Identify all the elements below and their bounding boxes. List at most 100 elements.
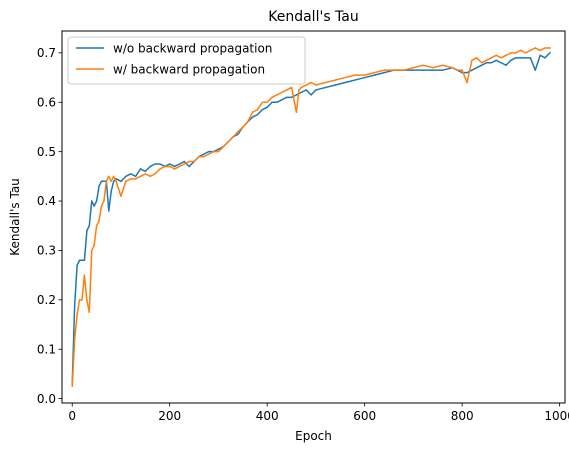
- data-point: [78, 299, 81, 301]
- y-tick-label: 0.1: [37, 342, 56, 356]
- x-tick-label: 200: [158, 409, 181, 423]
- y-tick-label: 0.4: [37, 194, 56, 208]
- data-point: [188, 165, 190, 168]
- data-point: [344, 76, 346, 79]
- data-point: [412, 69, 415, 71]
- data-point: [354, 79, 356, 81]
- data-point: [129, 173, 132, 175]
- data-point: [93, 205, 95, 207]
- data-point: [256, 108, 259, 111]
- data-point: [490, 62, 493, 64]
- data-point: [373, 74, 376, 76]
- data-point: [510, 59, 512, 62]
- data-point: [363, 74, 366, 76]
- data-point: [159, 168, 161, 170]
- data-point: [461, 69, 463, 71]
- data-point: [125, 180, 127, 183]
- data-point: [81, 299, 83, 301]
- data-point: [305, 84, 307, 86]
- y-tick-label: 0.6: [37, 95, 56, 109]
- data-point: [193, 160, 195, 163]
- data-point: [485, 62, 488, 64]
- data-point: [524, 52, 527, 54]
- data-point: [432, 66, 434, 69]
- data-point: [78, 259, 81, 262]
- data-point: [305, 89, 307, 91]
- data-point: [544, 57, 546, 59]
- data-point: [95, 224, 98, 227]
- data-point: [276, 101, 278, 104]
- y-tick-label: 0.5: [37, 145, 56, 159]
- data-point: [232, 136, 234, 138]
- data-point: [237, 133, 239, 136]
- data-point: [534, 47, 537, 49]
- data-point: [125, 175, 127, 178]
- y-tick-label: 0.7: [37, 46, 56, 60]
- data-point: [285, 89, 288, 91]
- data-point: [495, 59, 498, 62]
- data-point: [112, 180, 115, 183]
- data-point: [441, 64, 444, 66]
- data-point: [529, 49, 532, 52]
- data-point: [144, 173, 147, 175]
- data-point: [71, 385, 73, 388]
- data-point: [183, 163, 186, 165]
- data-point: [524, 57, 527, 59]
- data-point: [519, 57, 522, 59]
- data-point: [373, 71, 376, 74]
- data-point: [149, 175, 151, 178]
- chart-title: Kendall's Tau: [268, 9, 359, 25]
- data-point: [203, 155, 205, 158]
- data-point: [256, 113, 259, 116]
- data-point: [544, 47, 546, 49]
- data-point: [549, 52, 551, 54]
- x-tick-label: 400: [256, 409, 279, 423]
- data-point: [159, 163, 161, 165]
- data-point: [480, 62, 483, 64]
- data-point: [76, 313, 78, 316]
- data-point: [441, 69, 444, 71]
- data-point: [242, 126, 244, 128]
- data-point: [549, 47, 551, 49]
- data-point: [251, 111, 254, 113]
- data-point: [334, 79, 337, 81]
- data-point: [134, 175, 137, 178]
- legend: w/o backward propagation w/ backward prop…: [67, 36, 306, 85]
- data-point: [276, 94, 278, 96]
- data-point: [212, 150, 215, 153]
- data-point: [261, 101, 264, 104]
- data-point: [324, 86, 327, 89]
- data-point: [198, 155, 200, 158]
- data-point: [86, 299, 88, 301]
- data-point: [112, 175, 115, 178]
- data-point: [168, 163, 171, 165]
- data-point: [519, 49, 522, 52]
- y-tick-label: 0.3: [37, 244, 56, 258]
- y-tick-label: 0.2: [37, 293, 56, 307]
- data-point: [315, 89, 317, 91]
- data-point: [129, 178, 132, 180]
- data-point: [315, 84, 317, 86]
- data-point: [100, 205, 103, 207]
- series-line-1: [71, 51, 551, 385]
- data-point: [495, 54, 498, 57]
- data-point: [105, 180, 108, 183]
- data-point: [188, 160, 190, 163]
- data-point: [178, 165, 181, 168]
- data-point: [334, 84, 337, 86]
- legend-box: [67, 36, 306, 85]
- data-point: [266, 101, 268, 104]
- data-point: [515, 57, 517, 59]
- data-point: [271, 101, 273, 104]
- data-point: [90, 200, 93, 202]
- data-point: [300, 91, 303, 94]
- data-point: [73, 338, 76, 341]
- data-point: [207, 153, 210, 155]
- data-point: [76, 264, 78, 266]
- data-point: [310, 94, 312, 96]
- data-point: [154, 173, 156, 175]
- data-point: [88, 311, 91, 313]
- data-point: [144, 170, 147, 173]
